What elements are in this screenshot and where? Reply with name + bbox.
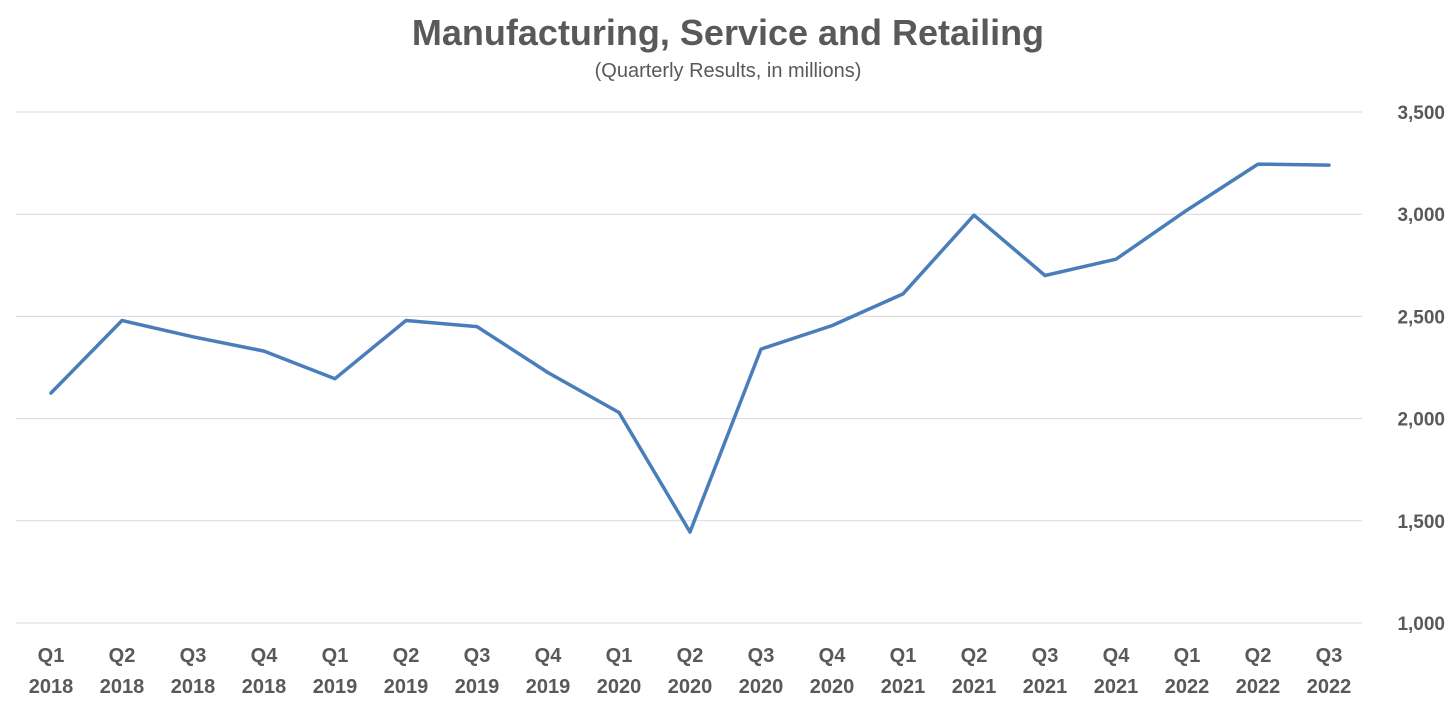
x-tick-label: Q3 2019 [455,645,500,698]
x-tick-label: Q3 2021 [1023,645,1068,698]
gridlines [16,111,1362,624]
x-tick-label: Q2 2022 [1236,645,1281,698]
x-tick-label: Q2 2018 [100,645,145,698]
x-axis: Q1 2018 Q2 2018 Q3 2018 Q4 2018 Q1 2019 Q2 2019 Q3 20… [29,645,1352,698]
x-tick-label: Q4 2020 [810,645,855,698]
y-tick-label: 3,000 [1397,205,1445,226]
x-tick-label: Q1 2021 [881,645,926,698]
chart-title: Manufacturing, Service and Retailing [411,12,1045,53]
x-tick-label: Q2 2020 [668,645,713,698]
x-tick-label: Q3 2020 [739,645,784,698]
series-line [49,162,1331,534]
x-tick-label: Q4 2021 [1094,645,1139,698]
x-tick-label: Q4 2018 [242,645,287,698]
y-tick-label: 2,000 [1397,410,1445,431]
y-tick-label: 3,500 [1397,103,1445,124]
x-tick-label: Q1 2022 [1165,645,1210,698]
x-tick-label: Q2 2021 [952,645,997,698]
y-axis: 1,000 1,500 2,000 2,500 3,000 3,500 [1397,103,1445,635]
x-tick-label: Q3 2018 [171,645,216,698]
y-tick-label: 2,500 [1397,307,1445,328]
chart-subtitle: (Quarterly Results, in millions) [594,60,862,82]
x-tick-label: Q1 2019 [313,645,358,698]
x-tick-label: Q2 2019 [384,645,429,698]
y-tick-label: 1,500 [1397,512,1445,533]
x-tick-label: Q4 2019 [526,645,571,698]
x-tick-label: Q3 2022 [1307,645,1352,698]
x-tick-label: Q1 2018 [29,645,74,698]
series-layer [49,162,1331,534]
x-tick-label: Q1 2020 [597,645,642,698]
y-tick-label: 1,000 [1397,614,1445,635]
